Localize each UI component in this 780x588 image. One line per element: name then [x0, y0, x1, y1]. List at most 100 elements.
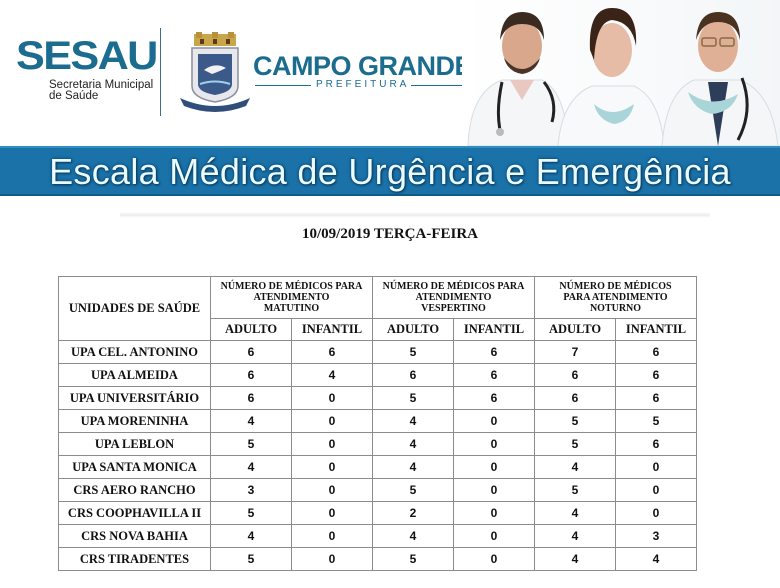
page-title: Escala Médica de Urgência e Emergência [49, 151, 731, 192]
col-header-infantil: INFANTIL [615, 318, 697, 341]
table-row: CRS AERO RANCHO 3 0 5 0 5 0 [58, 478, 697, 502]
sesau-logo-text: SESAU [16, 34, 158, 78]
unit-name-cell: UPA UNIVERSITÁRIO [58, 386, 211, 410]
table-row: UPA UNIVERSITÁRIO 6 0 5 6 6 6 [58, 386, 697, 410]
date-heading: 10/09/2019 TERÇA-FEIRA [302, 226, 478, 242]
sesau-subtitle: Secretaria Municipal de Saúde [49, 79, 153, 102]
doctor-count-cell: 7 [534, 340, 616, 364]
doctor-count-cell: 6 [453, 363, 535, 387]
unit-name-cell: UPA ALMEIDA [58, 363, 211, 387]
doctor-count-cell: 0 [453, 432, 535, 456]
unit-name-cell: CRS TIRADENTES [58, 547, 211, 571]
sesau-logo: SESAU Secretaria Municipal de Saúde [16, 36, 158, 102]
unit-name-cell: UPA CEL. ANTONINO [58, 340, 211, 364]
doctor-count-cell: 6 [534, 363, 616, 387]
col-header-infantil: INFANTIL [291, 318, 373, 341]
table-row: UPA SANTA MONICA 4 0 4 0 4 0 [58, 455, 697, 479]
doctor-count-cell: 4 [615, 547, 697, 571]
unit-name-cell: CRS COOPHAVILLA II [58, 501, 211, 525]
campo-grande-logo-text: CAMPO GRANDE [253, 51, 473, 81]
doctor-count-cell: 0 [453, 409, 535, 433]
doctor-count-cell: 6 [615, 363, 697, 387]
shift-header-vespertino: NÚMERO DE MÉDICOS PARA ATENDIMENTO VESPE… [372, 276, 535, 319]
table-row: UPA ALMEIDA 6 4 6 6 6 6 [58, 363, 697, 387]
doctor-count-cell: 4 [291, 363, 373, 387]
doctor-count-cell: 0 [291, 455, 373, 479]
doctor-count-cell: 0 [615, 478, 697, 502]
logo-rule-right [411, 85, 473, 86]
doctor-count-cell: 0 [291, 524, 373, 548]
doctor-count-cell: 0 [291, 478, 373, 502]
doctor-count-cell: 0 [291, 432, 373, 456]
table-row: CRS TIRADENTES 5 0 5 0 4 4 [58, 547, 697, 571]
doctor-count-cell: 5 [210, 547, 292, 571]
city-crest-icon [180, 32, 250, 112]
schedule-table: UNIDADES DE SAÚDE NÚMERO DE MÉDICOS PARA… [58, 276, 697, 571]
col-header-adulto: ADULTO [372, 318, 454, 341]
unit-name-cell: CRS AERO RANCHO [58, 478, 211, 502]
header-banner: SESAU Secretaria Municipal de Saúde CAMP… [0, 0, 780, 146]
doctor-count-cell: 4 [210, 455, 292, 479]
logo-divider [160, 28, 161, 116]
doctor-count-cell: 5 [534, 409, 616, 433]
unit-name-cell: UPA LEBLON [58, 432, 211, 456]
shift-header-noturno: NÚMERO DE MÉDICOS PARA ATENDIMENTO NOTUR… [534, 276, 697, 319]
col-header-adulto: ADULTO [210, 318, 292, 341]
campo-grande-logo: CAMPO GRANDE PREFEITURA [253, 51, 473, 90]
table-row: UPA CEL. ANTONINO 6 6 5 6 7 6 [58, 340, 697, 364]
shift-header-line: MATUTINO [263, 303, 320, 314]
doctor-count-cell: 6 [210, 386, 292, 410]
prefeitura-label: PREFEITURA [316, 79, 410, 90]
doctor-count-cell: 6 [372, 363, 454, 387]
col-header-infantil: INFANTIL [453, 318, 535, 341]
doctor-count-cell: 5 [210, 501, 292, 525]
shift-header-matutino: NÚMERO DE MÉDICOS PARA ATENDIMENTO MATUT… [210, 276, 373, 319]
doctor-count-cell: 4 [210, 409, 292, 433]
table-row: CRS COOPHAVILLA II 5 0 2 0 4 0 [58, 501, 697, 525]
doctor-count-cell: 0 [453, 547, 535, 571]
doctor-count-cell: 4 [372, 455, 454, 479]
unit-column-header: UNIDADES DE SAÚDE [58, 276, 211, 341]
doctor-count-cell: 0 [615, 455, 697, 479]
doctor-count-cell: 5 [372, 478, 454, 502]
shift-header-line: NÚMERO DE MÉDICOS PARA [220, 281, 363, 292]
shift-header-line: NOTURNO [589, 303, 642, 314]
sesau-subtitle-line2: de Saúde [49, 90, 99, 102]
shift-header-line: PARA ATENDIMENTO [563, 292, 668, 303]
doctor-count-cell: 4 [534, 524, 616, 548]
doctor-count-cell: 6 [291, 340, 373, 364]
doctor-count-cell: 2 [372, 501, 454, 525]
doctors-photo [462, 0, 780, 146]
doctor-count-cell: 5 [372, 340, 454, 364]
col-header-adulto: ADULTO [534, 318, 616, 341]
table-row: UPA MORENINHA 4 0 4 0 5 5 [58, 409, 697, 433]
shift-header-line: NÚMERO DE MÉDICOS [559, 281, 672, 292]
doctor-count-cell: 4 [534, 501, 616, 525]
doctor-count-cell: 4 [210, 524, 292, 548]
doctor-count-cell: 4 [372, 524, 454, 548]
unit-name-cell: UPA SANTA MONICA [58, 455, 211, 479]
doctor-count-cell: 0 [291, 501, 373, 525]
doctor-count-cell: 6 [210, 340, 292, 364]
doctor-count-cell: 5 [372, 547, 454, 571]
doctor-count-cell: 0 [453, 501, 535, 525]
doctor-count-cell: 6 [615, 340, 697, 364]
unit-name-cell: UPA MORENINHA [58, 409, 211, 433]
shift-header-line: ATENDIMENTO [253, 292, 330, 303]
doctor-count-cell: 5 [210, 432, 292, 456]
shift-header-line: NÚMERO DE MÉDICOS PARA [382, 281, 525, 292]
doctor-count-cell: 5 [372, 386, 454, 410]
doctor-count-cell: 4 [534, 547, 616, 571]
table-row: CRS NOVA BAHIA 4 0 4 0 4 3 [58, 524, 697, 548]
table-row: UPA LEBLON 5 0 4 0 5 6 [58, 432, 697, 456]
unit-name-cell: CRS NOVA BAHIA [58, 524, 211, 548]
doctor-count-cell: 6 [453, 386, 535, 410]
doctor-count-cell: 0 [453, 524, 535, 548]
shift-header-line: ATENDIMENTO [415, 292, 492, 303]
doctor-count-cell: 6 [534, 386, 616, 410]
doctor-count-cell: 4 [372, 409, 454, 433]
doctor-count-cell: 3 [210, 478, 292, 502]
header-row-shifts: UNIDADES DE SAÚDE NÚMERO DE MÉDICOS PARA… [58, 276, 697, 341]
doctor-count-cell: 5 [534, 432, 616, 456]
doctor-count-cell: 4 [372, 432, 454, 456]
